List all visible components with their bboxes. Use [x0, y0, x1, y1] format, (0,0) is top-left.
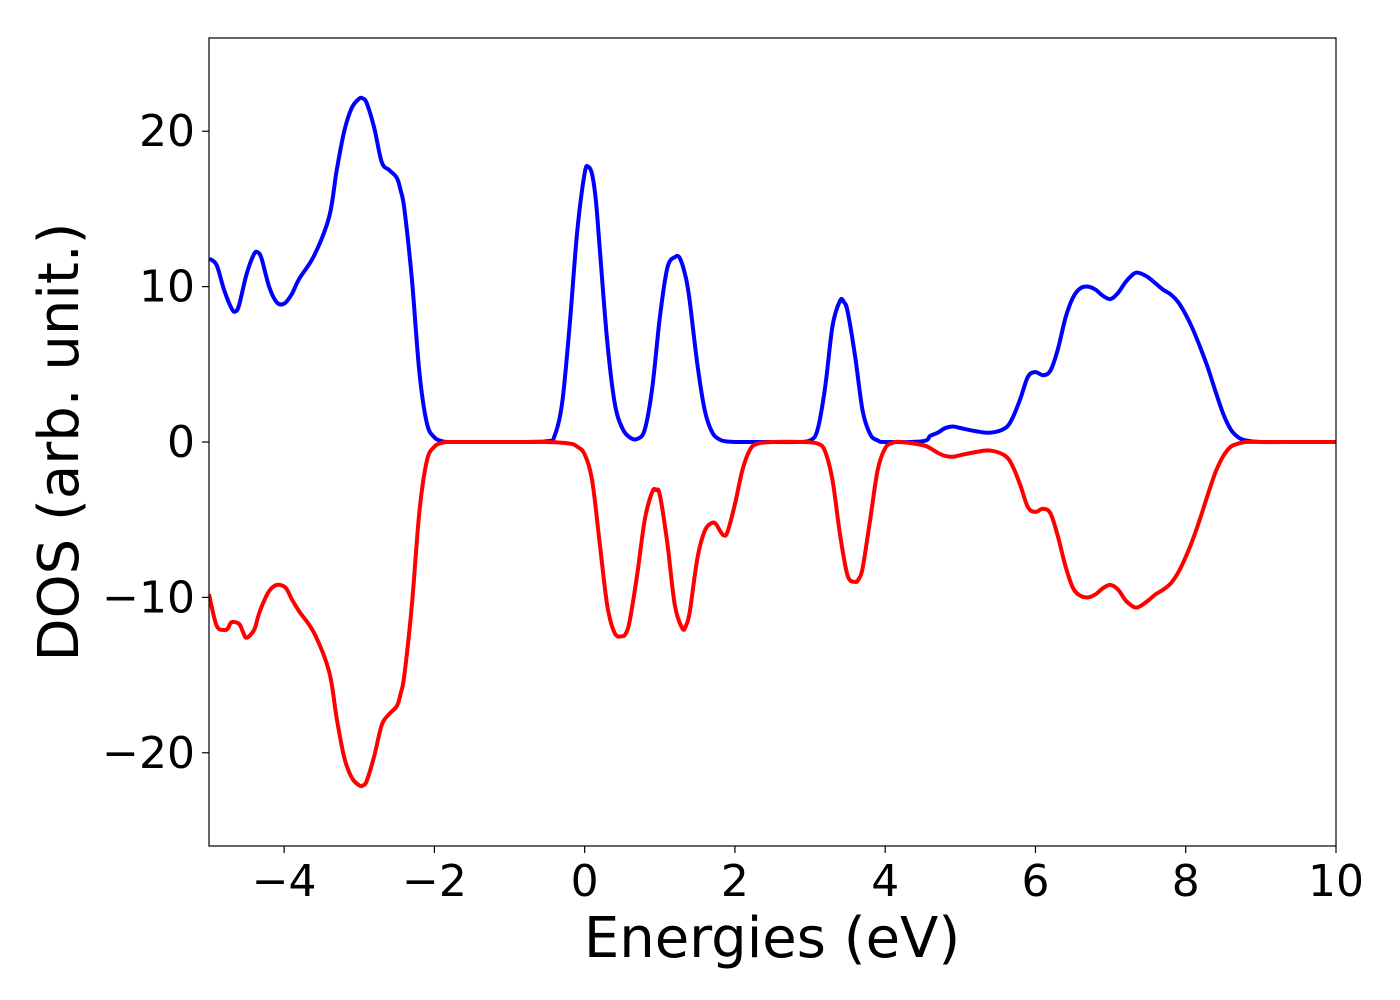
- x-tick-label: 4: [871, 856, 899, 907]
- x-axis: −4 −2 0 2 4 6 8 10: [252, 846, 1364, 907]
- x-tick-label: 6: [1021, 856, 1049, 907]
- x-tick-label: 10: [1308, 856, 1364, 907]
- x-axis-label: Energies (eV): [584, 906, 960, 971]
- y-axis: −20 −10 0 10 20: [102, 106, 209, 779]
- x-tick-label: 0: [571, 856, 599, 907]
- series-layer: [209, 95, 1336, 789]
- y-tick-label: −10: [102, 572, 195, 623]
- y-tick-label: 0: [167, 417, 195, 468]
- dos-spin-down-line: [209, 439, 1336, 789]
- x-tick-label: −4: [252, 856, 317, 907]
- y-tick-label: −20: [102, 728, 195, 779]
- y-tick-label: 20: [139, 106, 195, 157]
- y-tick-label: 10: [139, 262, 195, 313]
- x-tick-label: −2: [402, 856, 467, 907]
- dos-spin-up-line: [209, 95, 1336, 445]
- x-tick-label: 8: [1172, 856, 1200, 907]
- y-axis-label: DOS (arb. unit.): [27, 222, 92, 661]
- x-tick-label: 2: [721, 856, 749, 907]
